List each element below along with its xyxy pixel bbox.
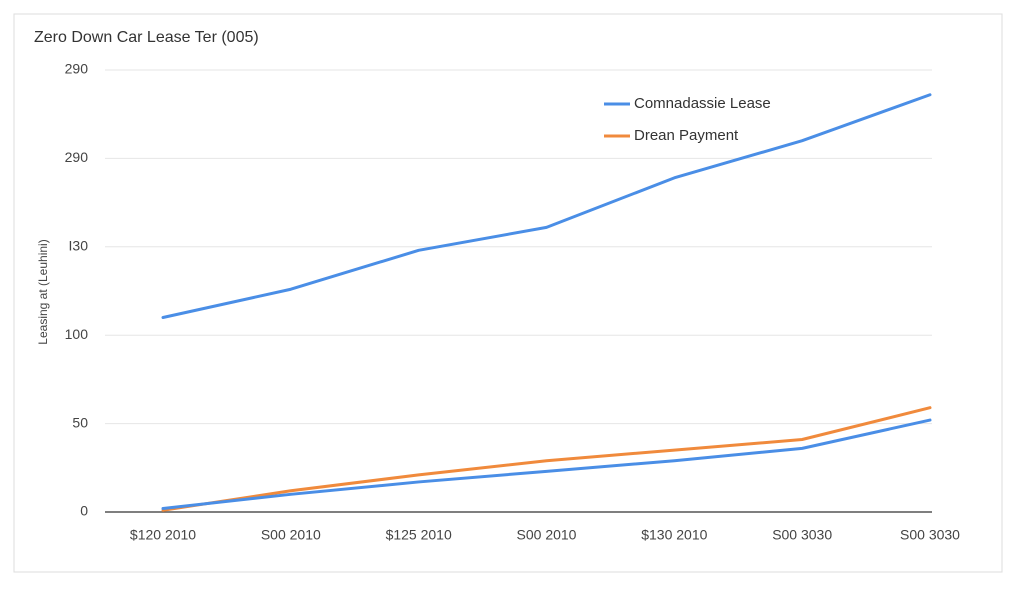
x-tick-label: S00 2010	[261, 527, 321, 543]
y-tick-label: 0	[80, 503, 88, 519]
x-tick-label: S00 3030	[900, 527, 960, 543]
x-tick-label: $130 2010	[641, 527, 707, 543]
y-tick-label: 290	[65, 149, 89, 165]
legend-label: Drean Payment	[634, 127, 739, 144]
chart-title: Zero Down Car Lease Ter (005)	[34, 29, 259, 46]
x-tick-label: S00 2010	[517, 527, 577, 543]
y-axis-label: Leasing at (Leuhini)	[36, 239, 50, 344]
x-tick-label: S00 3030	[772, 527, 832, 543]
y-tick-label: 50	[72, 414, 88, 430]
line-series	[161, 418, 932, 510]
line-series	[161, 406, 932, 512]
y-tick-label: 100	[65, 326, 89, 342]
x-tick-label: $125 2010	[386, 527, 452, 543]
x-tick-label: $120 2010	[130, 527, 196, 543]
y-tick-label: I30	[69, 238, 89, 254]
line-series	[161, 93, 932, 320]
legend-label: Comnadassie Lease	[634, 95, 771, 112]
chart-frame	[13, 13, 1003, 573]
y-tick-label: 290	[65, 61, 89, 77]
